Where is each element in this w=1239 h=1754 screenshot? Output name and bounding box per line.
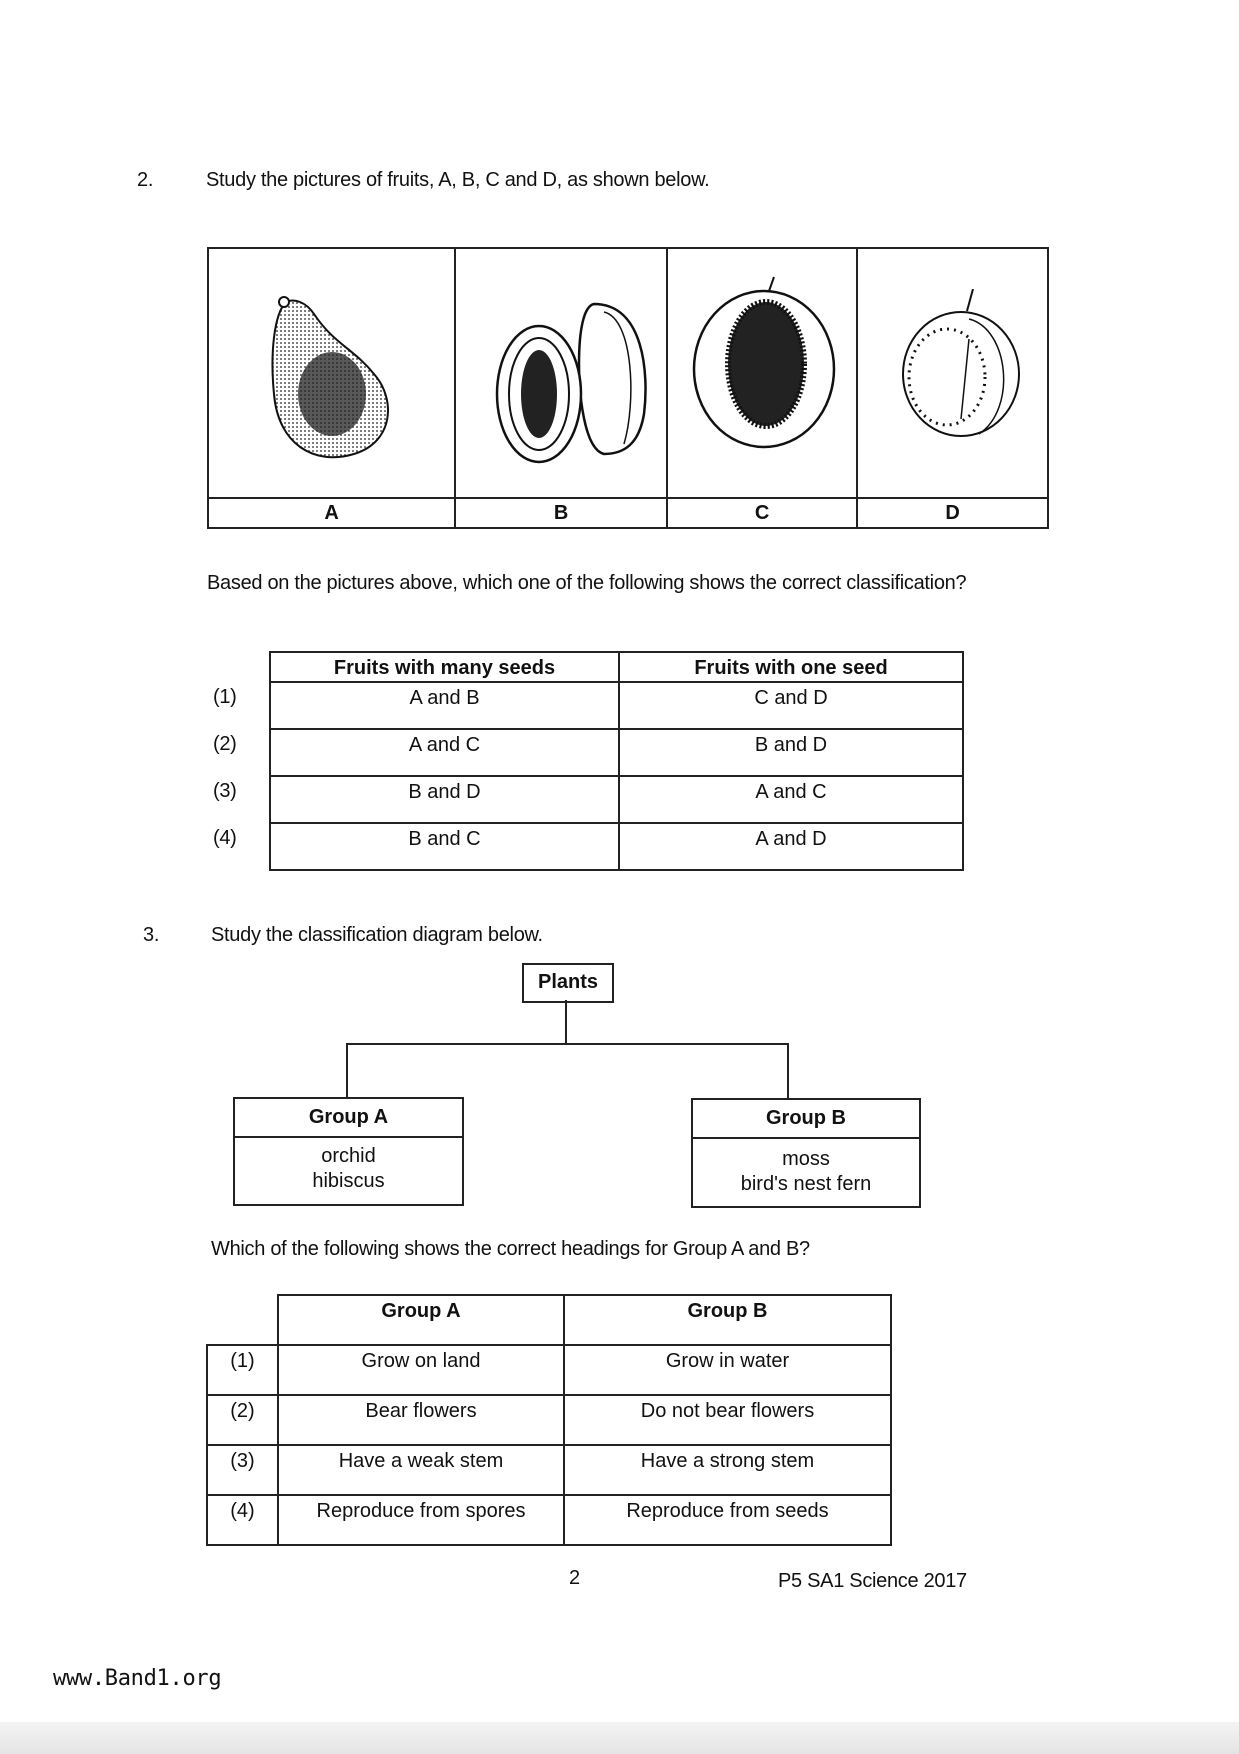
papaya-drawing bbox=[495, 302, 647, 464]
table-row: (4) Reproduce from spores Reproduce from s… bbox=[206, 1494, 892, 1546]
option-label: (3) bbox=[206, 1444, 279, 1496]
fruit-label: B bbox=[553, 502, 569, 524]
group-b-node: Group B moss bird's nest fern bbox=[691, 1098, 921, 1208]
group-a-title: Group A bbox=[235, 1099, 462, 1138]
option-label: (1) bbox=[213, 686, 237, 708]
question-prompt: Study the pictures of fruits, A, B, C an… bbox=[206, 169, 710, 191]
question-number: 2. bbox=[137, 169, 154, 191]
group-a-item: hibiscus bbox=[312, 1170, 385, 1192]
table-header: Fruits with one seed bbox=[618, 651, 964, 683]
fruit-label: D bbox=[945, 502, 960, 524]
fruit-label: A bbox=[324, 502, 339, 524]
option-label: (1) bbox=[206, 1344, 279, 1396]
group-b-title: Group B bbox=[693, 1100, 919, 1139]
group-a-node: Group A orchid hibiscus bbox=[233, 1097, 464, 1206]
root-node: Plants bbox=[522, 963, 614, 1003]
table-row: (2) Bear flowers Do not bear flowers bbox=[206, 1394, 892, 1446]
avocado-drawing bbox=[271, 296, 389, 459]
question-number: 3. bbox=[143, 924, 160, 946]
group-a-item: orchid bbox=[321, 1145, 376, 1167]
classification-table: Fruits with many seeds Fruits with one se… bbox=[269, 651, 964, 871]
fruit-label: C bbox=[754, 502, 770, 524]
option-label: (4) bbox=[206, 1494, 279, 1546]
question-text: Which of the following shows the correct… bbox=[211, 1238, 810, 1260]
table-row: (3) Have a weak stem Have a strong stem bbox=[206, 1444, 892, 1496]
option-label: (2) bbox=[213, 733, 237, 755]
page-number: 2 bbox=[569, 1567, 580, 1589]
peach-drawing bbox=[692, 276, 836, 449]
option-label: (3) bbox=[213, 780, 237, 802]
headings-table: Group A Group B (1) Grow on land Grow in wa… bbox=[206, 1294, 892, 1546]
fruit-picture-table: A B C D bbox=[207, 247, 1049, 529]
question-text: Based on the pictures above, which one o… bbox=[207, 572, 967, 594]
group-b-item: moss bbox=[782, 1148, 830, 1170]
table-header: Group B bbox=[563, 1294, 892, 1346]
paper-title: P5 SA1 Science 2017 bbox=[778, 1570, 967, 1592]
question-prompt: Study the classification diagram below. bbox=[211, 924, 543, 946]
scan-edge bbox=[0, 1722, 1239, 1754]
watermark-link[interactable]: www.Band1.org bbox=[53, 1666, 222, 1691]
guava-drawing bbox=[902, 289, 1020, 437]
table-header: Fruits with many seeds bbox=[269, 651, 620, 683]
option-label: (2) bbox=[206, 1394, 279, 1446]
table-header: Group A bbox=[277, 1294, 565, 1346]
group-b-item: bird's nest fern bbox=[740, 1173, 872, 1195]
option-label: (4) bbox=[213, 827, 237, 849]
table-row: (1) Grow on land Grow in water bbox=[206, 1344, 892, 1396]
